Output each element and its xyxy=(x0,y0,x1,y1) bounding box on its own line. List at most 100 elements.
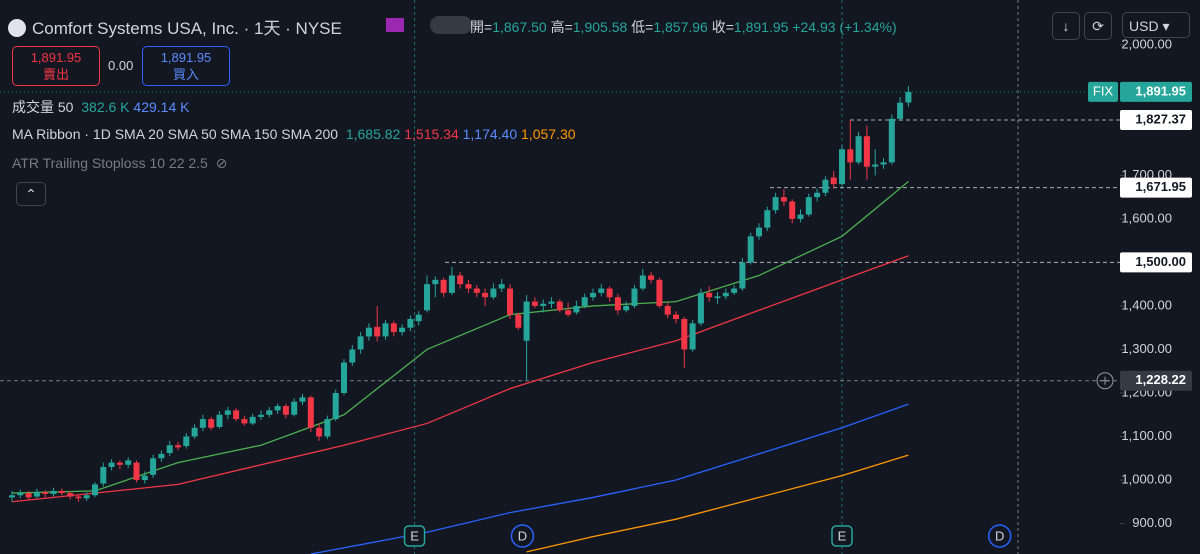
atr-name: ATR Trailing Stoploss 10 22 2.5 xyxy=(12,155,208,171)
candle-body xyxy=(523,301,530,341)
price-label: 1,500.00 xyxy=(1135,254,1186,269)
event-label: D xyxy=(518,528,527,543)
candle-body xyxy=(374,326,381,337)
currency[interactable]: USD xyxy=(1129,18,1159,34)
price-label-box xyxy=(1120,252,1192,273)
candle-body xyxy=(515,314,522,328)
candle-body xyxy=(490,288,497,298)
candle-body xyxy=(681,318,688,350)
currency-select[interactable]: USD ▾ xyxy=(1122,12,1190,38)
y-tick-label: 1,400.00 xyxy=(1121,297,1172,312)
buy-price[interactable]: 1,891.95 xyxy=(160,50,212,65)
event-label: E xyxy=(410,528,419,543)
candle-body xyxy=(432,279,439,285)
candle-body xyxy=(349,349,356,363)
candle-body xyxy=(847,149,854,163)
sell-price[interactable]: 1,891.95 xyxy=(30,50,82,65)
candle-body xyxy=(390,323,397,333)
high-label: 高= xyxy=(550,19,573,35)
candle-body xyxy=(897,102,904,119)
candle-body xyxy=(166,445,173,454)
ma-line xyxy=(310,403,909,554)
close: 1,891.95 xyxy=(733,19,789,35)
y-tick-label: 1,300.00 xyxy=(1121,341,1172,356)
candle-body xyxy=(58,490,65,494)
candle-body xyxy=(9,495,15,498)
candle-body xyxy=(266,410,273,415)
toggles[interactable] xyxy=(386,16,472,34)
candle-body xyxy=(183,436,190,447)
event-badge xyxy=(510,524,535,548)
candle-body xyxy=(822,179,829,193)
candle-body xyxy=(108,462,115,467)
ribbon-value: 1,515.34 xyxy=(404,126,459,142)
candle-body xyxy=(33,492,40,497)
candle-body xyxy=(199,419,206,428)
candle-body xyxy=(805,197,812,215)
candle-body xyxy=(814,192,821,198)
sell-button[interactable]: 1,891.95 賣出 xyxy=(12,46,100,86)
candle-body xyxy=(863,136,870,167)
candle-body xyxy=(614,297,621,311)
candle-body xyxy=(482,292,489,298)
candle-body xyxy=(324,419,331,437)
candle-body xyxy=(233,410,240,420)
price-label: 1,891.95 xyxy=(1135,83,1186,98)
candle-body xyxy=(175,445,181,448)
event-badge xyxy=(403,525,426,547)
candle-body xyxy=(498,284,505,289)
y-tick-label: 1,100.00 xyxy=(1121,428,1172,443)
candle-body xyxy=(448,275,455,293)
price-label-box xyxy=(1120,109,1192,130)
candle-body xyxy=(241,419,248,424)
candle-body xyxy=(224,410,231,415)
price-label: 1,827.37 xyxy=(1135,111,1186,126)
candle-body xyxy=(291,401,298,415)
candle-body xyxy=(648,275,655,280)
open: 1,867.50 xyxy=(492,19,547,35)
candle-body xyxy=(415,314,422,322)
event-label: D xyxy=(995,528,1004,543)
candle-body xyxy=(282,406,289,415)
price-label-box xyxy=(1120,177,1192,198)
change: +24.93 (+1.34%) xyxy=(792,19,897,35)
symbol-tag: FIX xyxy=(1093,83,1114,98)
ribbon-legend: MA Ribbon · 1D SMA 20 SMA 50 SMA 150 SMA… xyxy=(12,126,576,142)
toggle[interactable] xyxy=(430,16,472,34)
candle-body xyxy=(116,462,123,465)
candle-body xyxy=(581,297,588,306)
spread: 0.00 xyxy=(108,58,134,73)
logo xyxy=(8,19,26,37)
close-label: 收= xyxy=(711,19,734,35)
candle-body xyxy=(540,303,547,306)
ribbon-value: 1,057.30 xyxy=(521,126,576,142)
refresh-button[interactable]: ⟳ xyxy=(1084,12,1112,40)
y-tick-label: 2,000.00 xyxy=(1121,36,1172,51)
candle-body xyxy=(125,460,132,465)
y-tick-label: 900.00 xyxy=(1132,515,1172,530)
buy-button[interactable]: 1,891.95 買入 xyxy=(142,46,230,86)
symbol-header: Comfort Systems USA, Inc. · 1天 · NYSE xyxy=(8,14,342,39)
open-label: 開= xyxy=(470,19,493,35)
sell-label[interactable]: 賣出 xyxy=(42,67,69,82)
candle-body xyxy=(274,406,281,411)
download-button[interactable]: ↓ xyxy=(1052,12,1080,40)
add-icon xyxy=(1101,376,1109,385)
candle-body xyxy=(332,392,339,420)
candle-body xyxy=(424,284,430,311)
ohlc: 開=1,867.50 高=1,905.58 低=1,857.96 收=1,891… xyxy=(470,17,897,37)
add-icon xyxy=(1096,372,1114,390)
collapse-button[interactable]: ⌃ xyxy=(16,182,46,206)
candle-body xyxy=(407,318,414,328)
buy-label[interactable]: 買入 xyxy=(172,67,199,82)
candle-body xyxy=(780,197,787,202)
candle-body xyxy=(457,275,464,285)
candle-body xyxy=(158,453,165,459)
candle-body xyxy=(756,227,762,237)
candle-body xyxy=(731,288,738,293)
candle-body xyxy=(606,288,613,298)
ma-line xyxy=(11,255,909,503)
candle-body xyxy=(689,323,696,350)
flag[interactable] xyxy=(386,18,404,32)
price-label-box xyxy=(1120,81,1192,102)
